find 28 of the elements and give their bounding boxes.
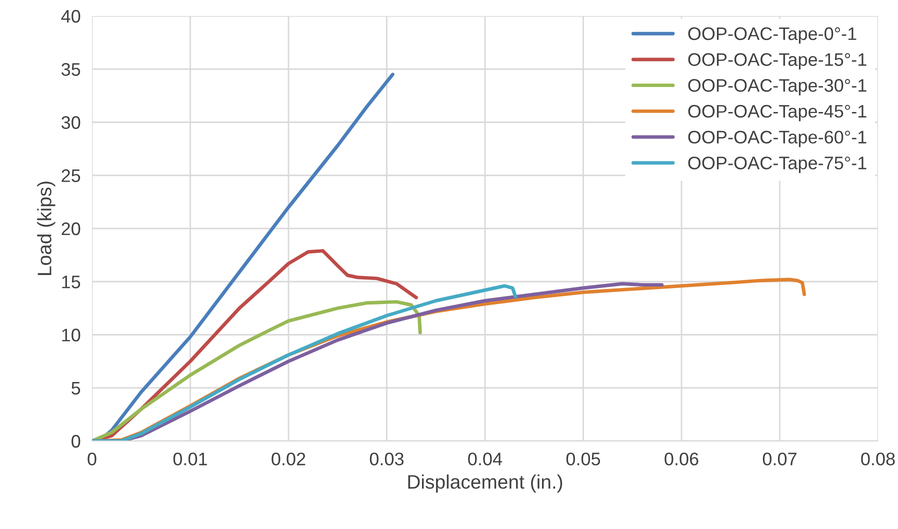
- x-tick-label: 0.02: [272, 452, 306, 466]
- y-axis-title: Load (kips): [37, 182, 56, 275]
- legend-label: OOP-OAC-Tape-0°-1: [688, 27, 856, 44]
- y-tick-label: 20: [62, 222, 80, 236]
- x-tick-label: 0.07: [762, 452, 796, 466]
- x-axis-title: Displacement (in.): [408, 474, 562, 493]
- legend-label: OOP-OAC-Tape-75°-1: [688, 156, 866, 173]
- y-tick-label: 40: [61, 10, 80, 23]
- y-tick-label: 30: [61, 116, 80, 129]
- line-series: [92, 300, 422, 441]
- y-tick-label: 35: [61, 63, 80, 76]
- legend-label: OOP-OAC-Tape-45°-1: [688, 104, 866, 122]
- x-tick-label: 0.01: [173, 452, 207, 466]
- x-tick-label: 0: [88, 452, 96, 466]
- y-tick-label: 15: [62, 276, 80, 288]
- y-tick-label: 5: [72, 382, 80, 395]
- y-tick-label: 10: [62, 328, 80, 342]
- line-series: [92, 284, 518, 441]
- x-tick-label: 0.03: [370, 452, 404, 466]
- y-tick-label: 25: [62, 169, 80, 182]
- x-tick-label: 0.08: [861, 452, 895, 466]
- legend-label: OOP-OAC-Tape-60°-1: [688, 130, 866, 148]
- x-tick-label: 0.04: [468, 452, 502, 466]
- x-tick-label: 0.05: [566, 452, 600, 466]
- y-tick-label: 0: [72, 434, 80, 448]
- x-tick-label: 0.06: [664, 452, 698, 466]
- legend-label: OOP-OAC-Tape-15°-1: [688, 53, 866, 70]
- legend-label: OOP-OAC-Tape-30°-1: [688, 79, 866, 96]
